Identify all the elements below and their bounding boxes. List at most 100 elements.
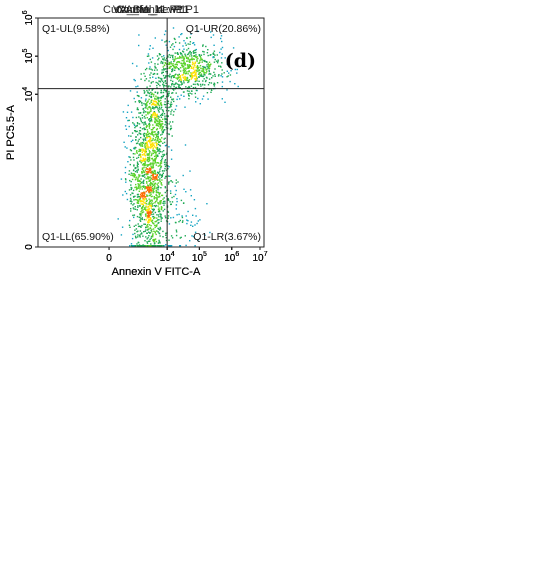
event-dot [154,242,156,245]
event-dot [160,134,162,136]
event-dot [147,148,149,150]
x-tick-label: 105 [192,251,207,264]
event-dot [141,148,143,150]
event-dot [143,135,145,138]
event-dot [161,157,164,159]
event-dot [121,226,124,228]
event-dot [140,218,142,220]
event-dot [160,187,162,189]
event-dot [152,188,154,191]
y-tick-label: 106 [22,10,35,25]
event-dot [136,108,138,111]
event-dot [139,234,141,236]
event-dot [132,174,134,177]
event-dot [155,245,157,247]
event-dot [157,172,159,175]
event-dot [172,92,174,94]
event-dot [155,142,157,144]
event-dot [145,219,147,221]
event-dot [136,163,139,165]
event-dot [135,228,138,230]
event-dot [147,160,149,163]
event-dot [139,213,142,215]
event-dot [148,150,150,152]
event-dot [151,185,154,188]
event-dot [132,204,134,206]
event-dot [163,161,166,164]
event-dot [155,154,157,156]
event-dot [140,73,142,75]
event-dot [149,143,152,146]
event-dot [160,165,163,167]
event-dot [142,186,145,188]
event-dot [136,199,138,201]
event-dot [138,123,141,125]
x-tick-label: 106 [224,251,239,264]
event-dot [143,89,145,92]
event-dot [150,145,152,148]
event-dot [157,184,159,187]
event-dot [146,182,148,184]
event-dot [148,208,150,211]
event-dot [150,191,152,194]
event-dot [144,188,146,190]
event-dot [142,133,145,135]
event-dot [141,164,144,166]
event-dot [161,120,163,123]
event-dot [147,184,149,186]
event-dot [164,200,166,203]
y-tick-label: 0 [24,244,35,250]
event-dot [143,208,146,210]
x-tick-label: 106 [224,251,239,264]
event-dot [130,202,132,205]
event-dot [142,148,145,151]
event-dot [141,167,144,169]
event-dot [124,146,126,148]
event-dot [160,160,163,163]
event-dot [159,213,161,215]
event-dot [146,160,148,162]
event-dot [153,172,155,175]
event-dot [124,178,127,180]
event-dot [155,81,157,84]
event-dot [139,204,141,207]
event-dot [149,232,151,234]
event-dot [141,224,143,227]
event-dot [154,232,156,234]
event-dot [146,147,148,149]
x-tick-label: 104 [160,251,175,264]
event-dot [157,143,160,146]
event-dot [154,177,156,179]
event-dot [165,164,168,166]
event-dot [131,192,133,194]
event-dot [152,213,155,215]
event-dot [156,200,158,202]
event-dot [157,165,159,167]
event-dot [155,147,157,149]
event-dot [147,205,149,208]
event-dot [146,238,148,240]
event-dot [154,200,157,203]
event-dot [141,211,144,214]
event-dot [142,206,144,208]
event-dot [156,186,158,189]
event-dot [140,162,143,164]
event-dot [139,220,142,222]
y-tick-label: 105 [22,49,35,64]
event-dot [157,59,159,61]
event-dot [148,192,150,194]
event-dot [154,139,157,141]
event-dot [151,199,153,201]
y-tick-label: 106 [22,10,35,25]
event-dot [145,195,147,198]
event-dot [147,133,149,135]
event-dot [134,208,137,210]
event-dot [155,151,158,153]
event-dot [138,187,140,189]
event-dot [157,171,159,173]
event-dot [150,186,152,188]
event-dot [144,145,146,148]
event-dot [158,176,160,178]
event-dot [150,133,152,135]
